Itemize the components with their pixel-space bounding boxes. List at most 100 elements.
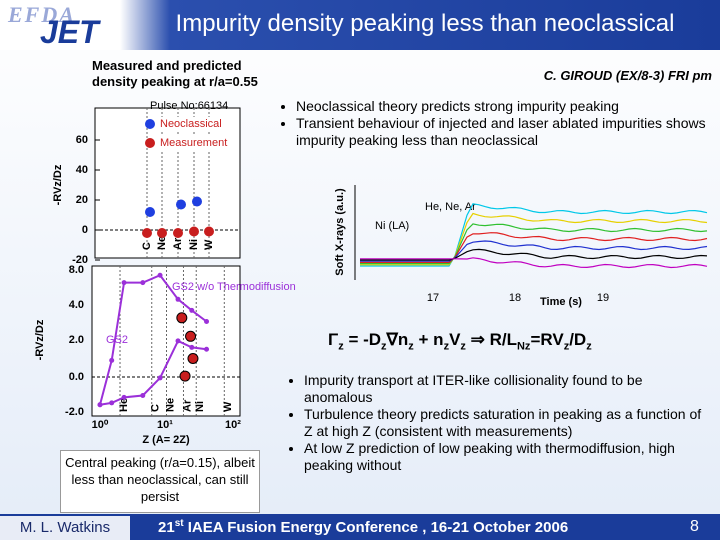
formula-text: Γ (328, 330, 339, 349)
x-tick-label: 17 (427, 292, 439, 304)
y-tick-label: 8.0 (69, 264, 84, 276)
data-point (157, 272, 163, 278)
data-point (97, 402, 103, 408)
data-point (109, 357, 115, 363)
y-tick-label: 40 (76, 164, 88, 176)
formula-sub: Nz (516, 340, 531, 353)
data-point (204, 346, 210, 352)
footer-author: M. L. Watkins (0, 516, 130, 540)
x-tick-label: 10¹ (157, 419, 173, 431)
legend-label: Measurement (160, 137, 227, 149)
y-tick-label: 0 (82, 224, 88, 236)
bullet: Transient behaviour of injected and lase… (296, 115, 712, 149)
heading-line: Measured and predicted (92, 58, 242, 73)
data-point (204, 226, 214, 237)
measurement-point (179, 370, 191, 382)
y-tick-label: 2.0 (69, 334, 84, 346)
x-axis-label: Z (A= 2Z) (142, 434, 190, 446)
element-label: W (222, 401, 234, 412)
y-axis-label: Soft X-rays (a.u.) (334, 188, 346, 276)
category-label: W (203, 239, 215, 250)
bullet: Impurity transport at ITER-like collisio… (304, 372, 710, 406)
conf-sup: st (174, 518, 184, 529)
data-point (173, 228, 183, 238)
category-label: Ar (172, 237, 184, 250)
sxr-trace (360, 212, 708, 266)
data-point (121, 280, 127, 286)
y-axis-label: -RVz/Dz (34, 319, 46, 360)
x-tick-label: 19 (597, 292, 609, 304)
data-point (142, 228, 152, 238)
conf-text: 21 (158, 519, 175, 536)
credit: C. GIROUD (EX/8-3) FRI pm (543, 68, 712, 83)
y-tick-label: 60 (76, 134, 88, 146)
bottom-bullets: Impurity transport at ITER-like collisio… (290, 372, 710, 474)
measurement-point (187, 353, 199, 364)
data-point (176, 199, 186, 210)
element-label: Ne (164, 398, 176, 412)
formula-text: /D (569, 330, 587, 349)
measurement-point (176, 312, 188, 324)
plot-frame (94, 107, 241, 259)
legend-marker (145, 138, 155, 148)
category-label: Ne (156, 236, 168, 250)
data-point (157, 228, 167, 238)
y-tick-label: 20 (76, 194, 88, 206)
element-label: C (150, 404, 162, 412)
legend-box (158, 136, 236, 150)
footer-conference: 21st IAEA Fusion Energy Conference , 16-… (158, 518, 568, 536)
formula-text: =RV (530, 330, 564, 349)
data-point (175, 296, 181, 302)
bullet: Neoclassical theory predicts strong impu… (296, 98, 712, 115)
data-point (140, 280, 146, 286)
page-number: 8 (690, 518, 699, 535)
formula-sub: z (408, 340, 414, 353)
logo-text: JET (40, 14, 99, 50)
legend-label: Neoclassical (160, 118, 222, 130)
formula-text: = -D (343, 330, 382, 349)
element-label: Ar (181, 399, 193, 412)
x-tick-label: 10² (225, 419, 241, 431)
left-heading: Measured and predicted density peaking a… (92, 58, 258, 90)
formula-sub: z (338, 340, 344, 353)
formula: Γz = -Dz∇nz + nzVz ⇒ R/LNz=RVz/Dz (328, 330, 592, 352)
measurement-point (185, 330, 197, 342)
x-tick-label: 18 (509, 292, 521, 304)
series-line (99, 274, 208, 406)
data-point (192, 196, 202, 207)
pulse-label: Pulse No:66134 (150, 100, 228, 112)
legend-box (158, 117, 236, 131)
x-tick-label: 10⁰ (92, 419, 109, 431)
formula-text: ∇n (386, 330, 409, 349)
y-tick-label: -20 (72, 254, 88, 266)
sxr-trace (360, 257, 708, 269)
bullet: Turbulence theory predicts saturation in… (304, 406, 710, 440)
data-point (204, 319, 210, 324)
bullet: At low Z prediction of low peaking with … (304, 440, 710, 474)
heading-line: density peaking at r/a=0.55 (92, 74, 258, 89)
trace-label: Ni (LA) (375, 220, 409, 232)
formula-text: + n (413, 330, 444, 349)
formula-sub: z (586, 340, 592, 353)
data-point (157, 375, 163, 381)
data-point (175, 338, 181, 344)
y-tick-label: 4.0 (69, 299, 84, 311)
x-axis-label: Time (s) (540, 296, 582, 308)
sxr-trace (360, 248, 708, 261)
sxr-trace (360, 223, 708, 265)
legend-marker (145, 119, 155, 129)
y-tick-label: 0.0 (69, 371, 84, 383)
header-bar (0, 0, 720, 50)
series-label: GS2 (106, 334, 128, 346)
category-label: Ni (188, 239, 200, 250)
formula-text: ⇒ R/L (465, 330, 517, 349)
sxr-trace (360, 240, 708, 262)
top-bullets: Neoclassical theory predicts strong impu… (282, 98, 712, 149)
y-tick-label: -2.0 (65, 406, 84, 418)
formula-sub: z (460, 340, 466, 353)
element-label: Ni (194, 401, 206, 412)
data-point (145, 207, 155, 217)
caption-box: Central peaking (r/a=0.15), albeit less … (60, 450, 260, 513)
